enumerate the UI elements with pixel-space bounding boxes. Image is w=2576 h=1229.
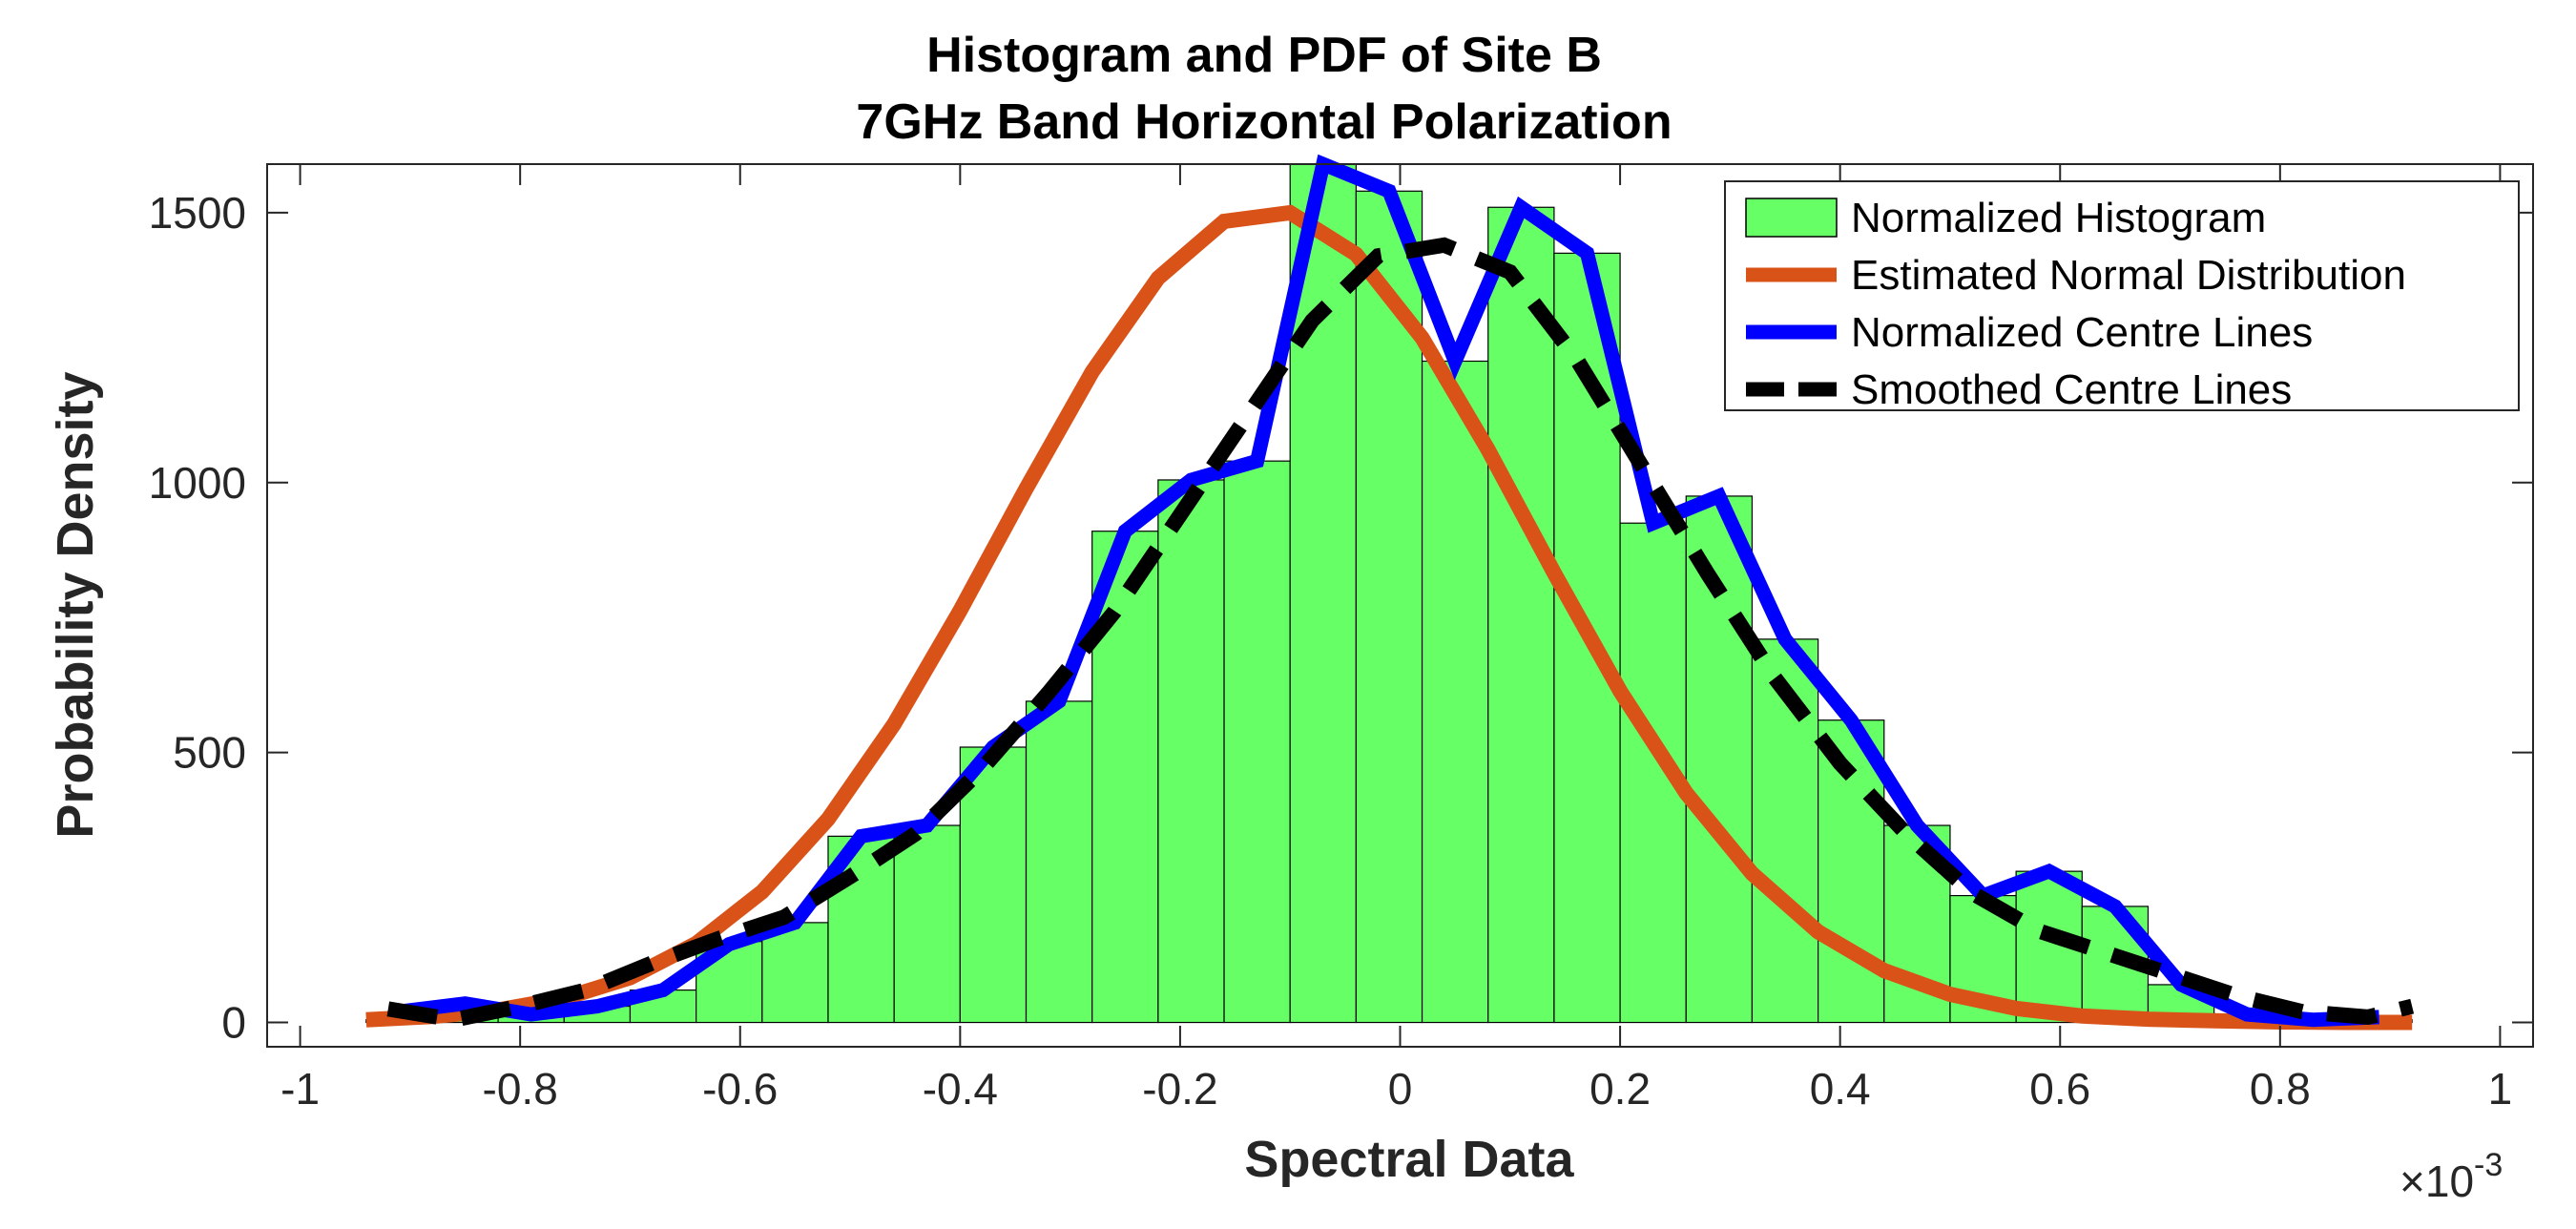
histogram-bar xyxy=(1025,700,1093,1024)
normalized-centre-lines-line xyxy=(398,154,2379,1028)
x-tick-label: 0.2 xyxy=(1589,1064,1651,1114)
legend-label: Normalized Histogram xyxy=(1851,195,2266,241)
y-tick-label: 1000 xyxy=(149,458,246,508)
x-exponent-power: -3 xyxy=(2474,1147,2503,1183)
x-tick-label: -0.2 xyxy=(1142,1064,1217,1114)
x-tick-label: 0.6 xyxy=(2029,1064,2090,1114)
smoothed-centre-lines-line xyxy=(386,237,2415,1028)
x-tick-label: -0.6 xyxy=(702,1064,778,1114)
chart-title-line-2: 7GHz Band Horizontal Polarization xyxy=(856,94,1672,150)
chart-title-line-1: Histogram and PDF of Site B xyxy=(926,28,1602,83)
x-tick-label: -1 xyxy=(280,1064,320,1114)
x-tick-label: 0 xyxy=(1388,1064,1413,1114)
x-axis-ticks: -1 -0.8 -0.6 -0.4 -0.2 0 0.2 0.4 0.6 0.8 1 xyxy=(280,164,2512,1114)
series-lines xyxy=(365,154,2415,1031)
histogram-bar xyxy=(1685,495,1754,1024)
histogram-bar xyxy=(1091,531,1159,1024)
y-tick-label: 1500 xyxy=(149,188,246,238)
histogram-bar xyxy=(761,922,829,1024)
x-tick-label: 0.8 xyxy=(2250,1064,2311,1114)
x-axis-label: Spectral Data xyxy=(1244,1131,1574,1188)
y-tick-label: 500 xyxy=(173,728,246,778)
x-tick-label: 0.4 xyxy=(1810,1064,1871,1114)
x-tick-label: 1 xyxy=(2488,1064,2513,1114)
histogram-bar xyxy=(893,824,961,1024)
histogram-bar xyxy=(1223,460,1291,1024)
y-axis-label: Probability Density xyxy=(47,371,104,838)
legend-swatch-histogram xyxy=(1745,198,1838,238)
histogram-bar xyxy=(1157,479,1225,1024)
x-tick-label: -0.8 xyxy=(483,1064,558,1114)
legend-label: Normalized Centre Lines xyxy=(1851,309,2313,356)
y-axis-ticks: 0 500 1000 1500 xyxy=(149,188,2533,1048)
legend: Normalized Histogram Estimated Normal Dis… xyxy=(1724,180,2520,413)
histogram-bar xyxy=(1421,360,1489,1024)
legend-label: Smoothed Centre Lines xyxy=(1851,366,2292,413)
legend-label: Estimated Normal Distribution xyxy=(1851,252,2406,299)
x-exponent-base: ×10 xyxy=(2399,1156,2474,1206)
histogram-bar xyxy=(959,746,1028,1024)
legend-items: Normalized Histogram Estimated Normal Dis… xyxy=(1745,195,2406,413)
x-axis-exponent: ×10-3 xyxy=(2399,1147,2503,1206)
histogram-bar xyxy=(1487,206,1555,1024)
y-tick-label: 0 xyxy=(221,998,246,1048)
legend-box xyxy=(1724,180,2520,411)
x-tick-label: -0.4 xyxy=(923,1064,998,1114)
